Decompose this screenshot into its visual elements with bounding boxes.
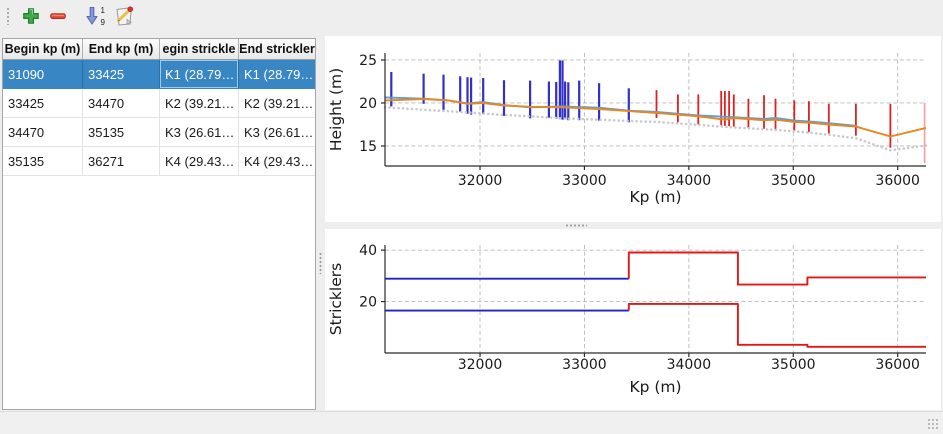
profile-line-orange bbox=[384, 98, 927, 138]
toolbar-drag-handle[interactable] bbox=[6, 7, 10, 25]
cell-end-kp[interactable]: 33425 bbox=[83, 60, 160, 88]
y-tick-label: 20 bbox=[359, 295, 377, 311]
x-tick-label: 32000 bbox=[458, 173, 503, 189]
splitter-grip-icon bbox=[565, 224, 587, 227]
resize-grip-icon[interactable] bbox=[927, 418, 940, 431]
x-tick-label: 34000 bbox=[667, 357, 712, 373]
cell-begin-kp[interactable]: 35135 bbox=[3, 147, 83, 175]
x-axis-label: Kp (m) bbox=[629, 378, 681, 396]
add-button[interactable] bbox=[19, 4, 43, 28]
y-tick-label: 20 bbox=[359, 96, 377, 112]
y-tick-label: 40 bbox=[359, 243, 377, 259]
sections-selected-blue bbox=[390, 60, 630, 123]
x-tick-label: 36000 bbox=[875, 173, 920, 189]
height-profile-chart: 32000 33000 34000 35000 36000 15 20 25 Kp (m) Hei… bbox=[327, 53, 928, 206]
y-tick-label: 15 bbox=[359, 139, 377, 155]
edit-button[interactable] bbox=[112, 4, 136, 28]
vertical-splitter[interactable] bbox=[316, 38, 325, 410]
cell-end-kp[interactable]: 35135 bbox=[83, 118, 160, 146]
edit-icon bbox=[116, 6, 133, 26]
cell-end-strickler[interactable]: K4 (29.43… bbox=[244, 153, 314, 169]
cell-begin-strickler[interactable]: K1 (28.79… bbox=[160, 60, 239, 88]
cell-begin-kp[interactable]: 33425 bbox=[3, 89, 83, 117]
stricklers-chart: 32000 33000 34000 35000 36000 20 40 Kp (m) Stric… bbox=[327, 243, 926, 396]
add-icon bbox=[23, 8, 39, 24]
splitter-grip-icon bbox=[319, 252, 322, 274]
x-tick-label: 36000 bbox=[875, 357, 920, 373]
column-header-begin-kp[interactable]: Begin kp (m) bbox=[3, 39, 83, 59]
remove-button[interactable] bbox=[46, 4, 70, 28]
svg-text:9: 9 bbox=[101, 18, 106, 27]
x-tick-label: 34000 bbox=[667, 173, 712, 189]
cell-begin-strickler[interactable]: K4 (29.43… bbox=[160, 147, 239, 175]
cell-end-strickler[interactable]: K3 (26.61… bbox=[244, 124, 314, 140]
toolbar: 1 9 bbox=[0, 0, 943, 32]
status-bar bbox=[0, 411, 943, 434]
x-tick-label: 35000 bbox=[771, 173, 816, 189]
y-tick-label: 25 bbox=[359, 53, 377, 69]
svg-text:1: 1 bbox=[101, 6, 106, 15]
column-header-begin-strickler[interactable]: egin strickle bbox=[160, 39, 239, 59]
x-tick-label: 35000 bbox=[771, 357, 816, 373]
table-row[interactable]: 33425 34470 K2 (39.21… K2 (39.21… bbox=[3, 89, 315, 118]
sort-ascending-icon: 1 9 bbox=[86, 6, 106, 27]
cell-end-strickler[interactable]: K1 (28.79… bbox=[244, 66, 314, 82]
cell-begin-strickler[interactable]: K3 (26.61… bbox=[160, 118, 239, 146]
x-tick-label: 33000 bbox=[562, 357, 607, 373]
profile-line-dotted-gray bbox=[383, 106, 928, 152]
stricklers-table: Begin kp (m) End kp (m) egin strickle En… bbox=[2, 38, 316, 410]
cell-end-strickler[interactable]: K2 (39.21… bbox=[244, 95, 314, 111]
plots-panel: 32000 33000 34000 35000 36000 15 20 25 Kp (m) Hei… bbox=[325, 36, 941, 410]
major-strickler-red bbox=[627, 302, 926, 348]
cell-begin-strickler[interactable]: K2 (39.21… bbox=[160, 89, 239, 117]
table-row[interactable]: 35135 36271 K4 (29.43… K4 (29.43… bbox=[3, 147, 315, 176]
x-tick-label: 32000 bbox=[458, 357, 503, 373]
y-axis-label: Stricklers bbox=[327, 263, 345, 335]
table-row[interactable]: 34470 35135 K3 (26.61… K3 (26.61… bbox=[3, 118, 315, 147]
minor-strickler-red bbox=[627, 251, 926, 286]
cell-end-kp[interactable]: 34470 bbox=[83, 89, 160, 117]
cell-begin-kp[interactable]: 31090 bbox=[3, 60, 83, 88]
cell-begin-kp[interactable]: 34470 bbox=[3, 118, 83, 146]
cell-end-kp[interactable]: 36271 bbox=[83, 147, 160, 175]
remove-icon bbox=[50, 13, 66, 19]
column-header-end-kp[interactable]: End kp (m) bbox=[83, 39, 160, 59]
sections-red bbox=[655, 90, 892, 148]
sort-button[interactable]: 1 9 bbox=[82, 4, 108, 28]
x-axis-label: Kp (m) bbox=[629, 188, 681, 206]
x-tick-label: 33000 bbox=[562, 173, 607, 189]
horizontal-splitter[interactable] bbox=[325, 222, 941, 229]
table-header: Begin kp (m) End kp (m) egin strickle En… bbox=[3, 39, 315, 60]
y-axis-label: Height (m) bbox=[327, 68, 345, 151]
column-header-end-strickler[interactable]: End strickler bbox=[239, 42, 315, 56]
table-row-selected[interactable]: 31090 33425 K1 (28.79… K1 (28.79… bbox=[3, 60, 315, 89]
